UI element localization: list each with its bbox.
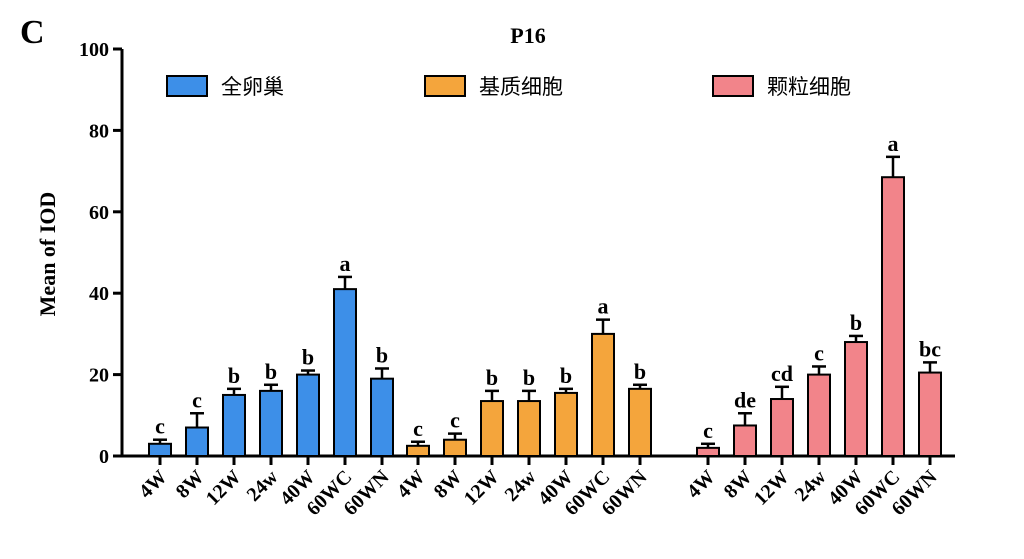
bar: [333, 288, 357, 457]
y-tick-label: 100: [79, 39, 109, 61]
legend-label: 基质细胞: [479, 75, 563, 99]
x-tick-label: 12W: [460, 466, 504, 510]
bar: [517, 400, 541, 457]
significance-letter: b: [523, 365, 535, 390]
legend: 全卵巢 基质细胞 颗粒细胞: [166, 75, 851, 99]
bar: [628, 387, 652, 457]
bar: [443, 438, 467, 458]
significance-letter: b: [486, 365, 498, 390]
x-tick-label: 4W: [683, 466, 720, 503]
bar: [370, 377, 394, 458]
y-tick-label: 20: [89, 365, 109, 387]
bar: [918, 371, 942, 457]
x-tick-label: 24w: [501, 466, 541, 506]
bar: [185, 426, 209, 458]
legend-swatch: [424, 75, 466, 97]
significance-letter: de: [734, 387, 756, 412]
significance-letter: cd: [771, 361, 793, 386]
bar: [770, 398, 794, 457]
x-tick-label: 8W: [720, 466, 757, 503]
bar: [554, 391, 578, 458]
significance-letter: bc: [919, 336, 941, 361]
significance-letter: c: [814, 340, 824, 365]
significance-letter: b: [228, 363, 240, 388]
significance-letter: b: [265, 359, 277, 384]
significance-letter: b: [634, 359, 646, 384]
x-tick-label: 24w: [243, 466, 283, 506]
y-tick-label: 60: [89, 202, 109, 224]
significance-letter: a: [598, 294, 609, 319]
bar: [696, 446, 720, 457]
significance-letter: c: [703, 418, 713, 443]
legend-swatch: [166, 75, 208, 97]
legend-label: 颗粒细胞: [767, 75, 851, 99]
bar: [480, 400, 504, 457]
bars-layer: c4Wc8Wb12Wb24wb40Wa60WCb60WNc4Wc8Wb12Wb2…: [135, 131, 942, 520]
bar: [881, 176, 905, 458]
significance-letter: b: [302, 345, 314, 370]
bar: [148, 442, 172, 458]
legend-swatch: [712, 75, 754, 97]
significance-letter: b: [850, 310, 862, 335]
bar: [406, 444, 430, 458]
x-tick-label: 8W: [172, 466, 209, 503]
significance-letter: a: [340, 251, 351, 276]
bar: [259, 389, 283, 458]
bar: [591, 332, 615, 457]
y-axis-label: Mean of IOD: [35, 192, 60, 317]
panel-label: C: [20, 14, 45, 51]
significance-letter: c: [413, 416, 423, 441]
x-tick-label: 4W: [393, 466, 430, 503]
x-tick-label: 24w: [791, 466, 831, 506]
x-tick-label: 12W: [750, 466, 794, 510]
y-tick-label: 0: [99, 446, 109, 468]
significance-letter: c: [192, 387, 202, 412]
significance-letter: c: [155, 414, 165, 439]
bar: [296, 373, 320, 458]
bar: [844, 341, 868, 458]
x-tick-label: 12W: [202, 466, 246, 510]
significance-letter: b: [376, 342, 388, 367]
chart-title: P16: [510, 23, 545, 48]
bar: [222, 393, 246, 458]
x-tick-label: 8W: [430, 466, 467, 503]
bar: [733, 424, 757, 458]
x-tick-label: 4W: [135, 466, 172, 503]
y-tick-label: 40: [89, 283, 109, 305]
legend-label: 全卵巢: [221, 75, 284, 99]
y-tick-label: 80: [89, 120, 109, 142]
significance-letter: a: [888, 131, 899, 156]
significance-letter: b: [560, 363, 572, 388]
significance-letter: c: [450, 408, 460, 433]
bar: [807, 373, 831, 458]
